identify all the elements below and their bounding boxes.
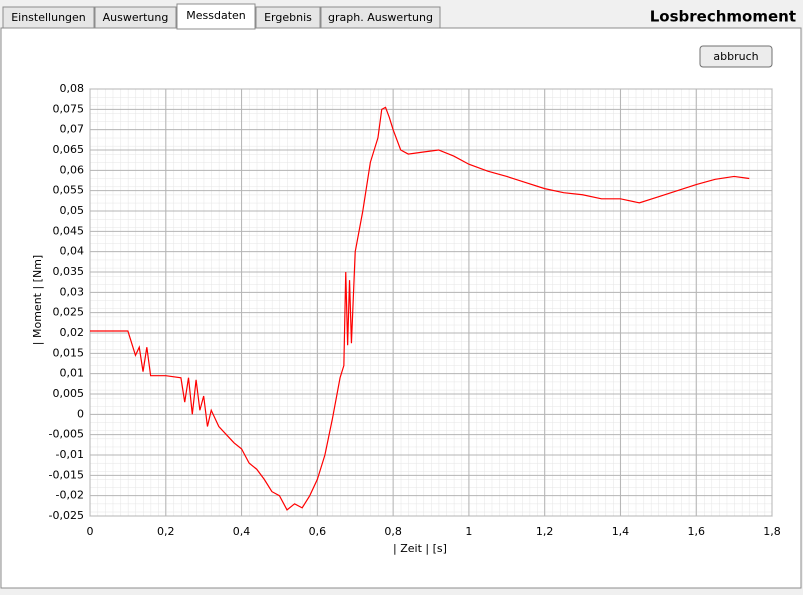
- y-tick-label: 0,04: [60, 245, 85, 258]
- abbruch-button[interactable]: [699, 45, 773, 68]
- tab-label[interactable]: Messdaten: [186, 9, 246, 22]
- window-title: Losbrechmoment: [650, 8, 796, 26]
- tab-label[interactable]: Einstellungen: [11, 11, 86, 24]
- tab[interactable]: [320, 6, 441, 29]
- y-tick-label: 0,05: [60, 204, 85, 217]
- x-tick-label: 1,2: [536, 525, 554, 538]
- x-tick-label: 0,2: [157, 525, 175, 538]
- x-tick-label: 0: [87, 525, 94, 538]
- x-tick-label: 1: [465, 525, 472, 538]
- plot-area: [89, 88, 773, 517]
- tab[interactable]: [94, 6, 177, 29]
- y-tick-label: 0,055: [53, 184, 85, 197]
- y-tick-label: 0: [77, 407, 84, 420]
- y-tick-label: 0,015: [53, 346, 85, 359]
- x-tick-label: 1,4: [612, 525, 630, 538]
- y-tick-label: 0,075: [53, 102, 85, 115]
- x-tick-label: 0,8: [384, 525, 402, 538]
- tab-label[interactable]: Ergebnis: [264, 11, 312, 24]
- x-axis-label: | Zeit | [s]: [393, 542, 447, 555]
- tab-label[interactable]: Auswertung: [103, 11, 169, 24]
- tab[interactable]: [255, 6, 321, 29]
- button-label[interactable]: abbruch: [713, 50, 758, 63]
- y-tick-label: 0,08: [60, 82, 85, 95]
- y-tick-label: -0,025: [49, 509, 84, 522]
- y-axis-label: | Moment | [Nm]: [31, 255, 44, 345]
- tab[interactable]: [176, 3, 256, 30]
- y-tick-label: -0,02: [56, 489, 84, 502]
- y-tick-label: -0,01: [56, 448, 84, 461]
- y-tick-label: 0,06: [60, 163, 85, 176]
- y-tick-label: 0,045: [53, 224, 85, 237]
- y-tick-label: 0,005: [53, 387, 85, 400]
- y-tick-label: 0,03: [60, 285, 85, 298]
- y-tick-label: 0,065: [53, 143, 85, 156]
- tab-label[interactable]: graph. Auswertung: [328, 11, 433, 24]
- x-tick-label: 0,6: [309, 525, 327, 538]
- y-tick-label: 0,02: [60, 326, 85, 339]
- y-tick-label: 0,01: [60, 367, 85, 380]
- x-tick-label: 1,8: [763, 525, 781, 538]
- y-tick-label: 0,025: [53, 306, 85, 319]
- y-tick-label: -0,015: [49, 468, 84, 481]
- data-line: [90, 106, 750, 511]
- tab[interactable]: [2, 6, 95, 29]
- y-tick-label: 0,035: [53, 265, 85, 278]
- x-tick-label: 1,6: [687, 525, 705, 538]
- x-tick-label: 0,4: [233, 525, 251, 538]
- y-tick-label: 0,07: [60, 123, 85, 136]
- y-tick-label: -0,005: [49, 428, 84, 441]
